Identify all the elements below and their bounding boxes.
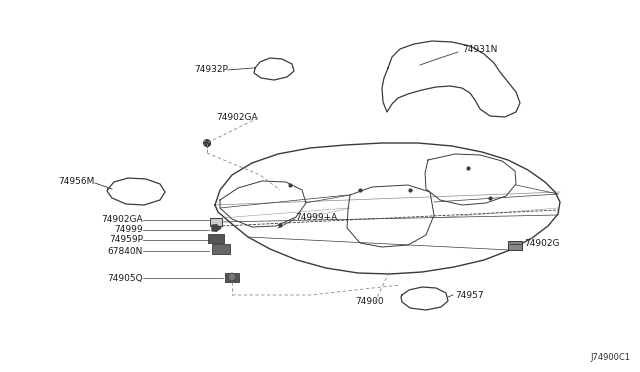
- Text: 74956M: 74956M: [59, 177, 95, 186]
- Text: 74902GA: 74902GA: [216, 113, 258, 122]
- Text: J74900C1: J74900C1: [590, 353, 630, 362]
- Text: 74902G: 74902G: [524, 240, 559, 248]
- Text: 74959P: 74959P: [109, 235, 143, 244]
- Text: 74902GA: 74902GA: [101, 215, 143, 224]
- Bar: [208, 234, 224, 243]
- Bar: [508, 241, 522, 250]
- Text: 74999: 74999: [115, 225, 143, 234]
- Text: 74957: 74957: [455, 291, 484, 299]
- Bar: [210, 218, 222, 226]
- Circle shape: [228, 273, 236, 281]
- Text: 74900: 74900: [355, 298, 383, 307]
- Text: 74931N: 74931N: [462, 45, 497, 55]
- Text: 67840N: 67840N: [108, 247, 143, 256]
- Bar: [212, 244, 230, 254]
- FancyArrow shape: [212, 224, 221, 231]
- Text: 74999+A: 74999+A: [295, 214, 337, 222]
- Text: 74905Q: 74905Q: [108, 273, 143, 282]
- Text: 74932P: 74932P: [194, 65, 228, 74]
- Bar: [225, 273, 239, 282]
